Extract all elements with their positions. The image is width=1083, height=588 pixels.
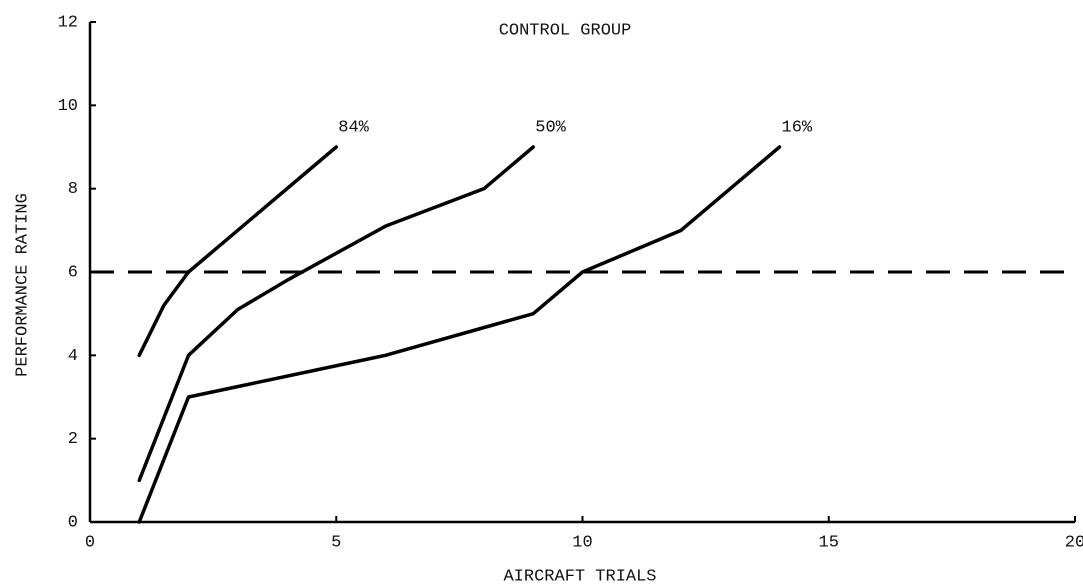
series-label: 16% <box>782 118 813 137</box>
x-axis-label: AIRCRAFT TRIALS <box>503 567 656 586</box>
series-line <box>137 145 535 483</box>
series-line <box>137 145 338 358</box>
y-tick-label: 2 <box>68 430 78 449</box>
y-tick-label: 6 <box>68 263 78 282</box>
y-tick-label: 10 <box>58 97 78 116</box>
x-tick-label: 0 <box>85 533 95 552</box>
series-line <box>137 145 782 524</box>
chart-title: CONTROL GROUP <box>499 21 632 40</box>
x-tick-label: 20 <box>1065 533 1083 552</box>
y-tick-label: 12 <box>58 13 78 32</box>
x-tick-label: 5 <box>331 533 341 552</box>
x-tick-label: 15 <box>819 533 839 552</box>
y-tick-label: 8 <box>68 180 78 199</box>
y-axis-label: PERFORMANCE RATING <box>13 193 32 377</box>
series-label: 50% <box>535 118 566 137</box>
x-tick-label: 10 <box>572 533 592 552</box>
y-tick-label: 4 <box>68 347 78 366</box>
y-tick-label: 0 <box>68 513 78 532</box>
series-label: 84% <box>338 118 369 137</box>
